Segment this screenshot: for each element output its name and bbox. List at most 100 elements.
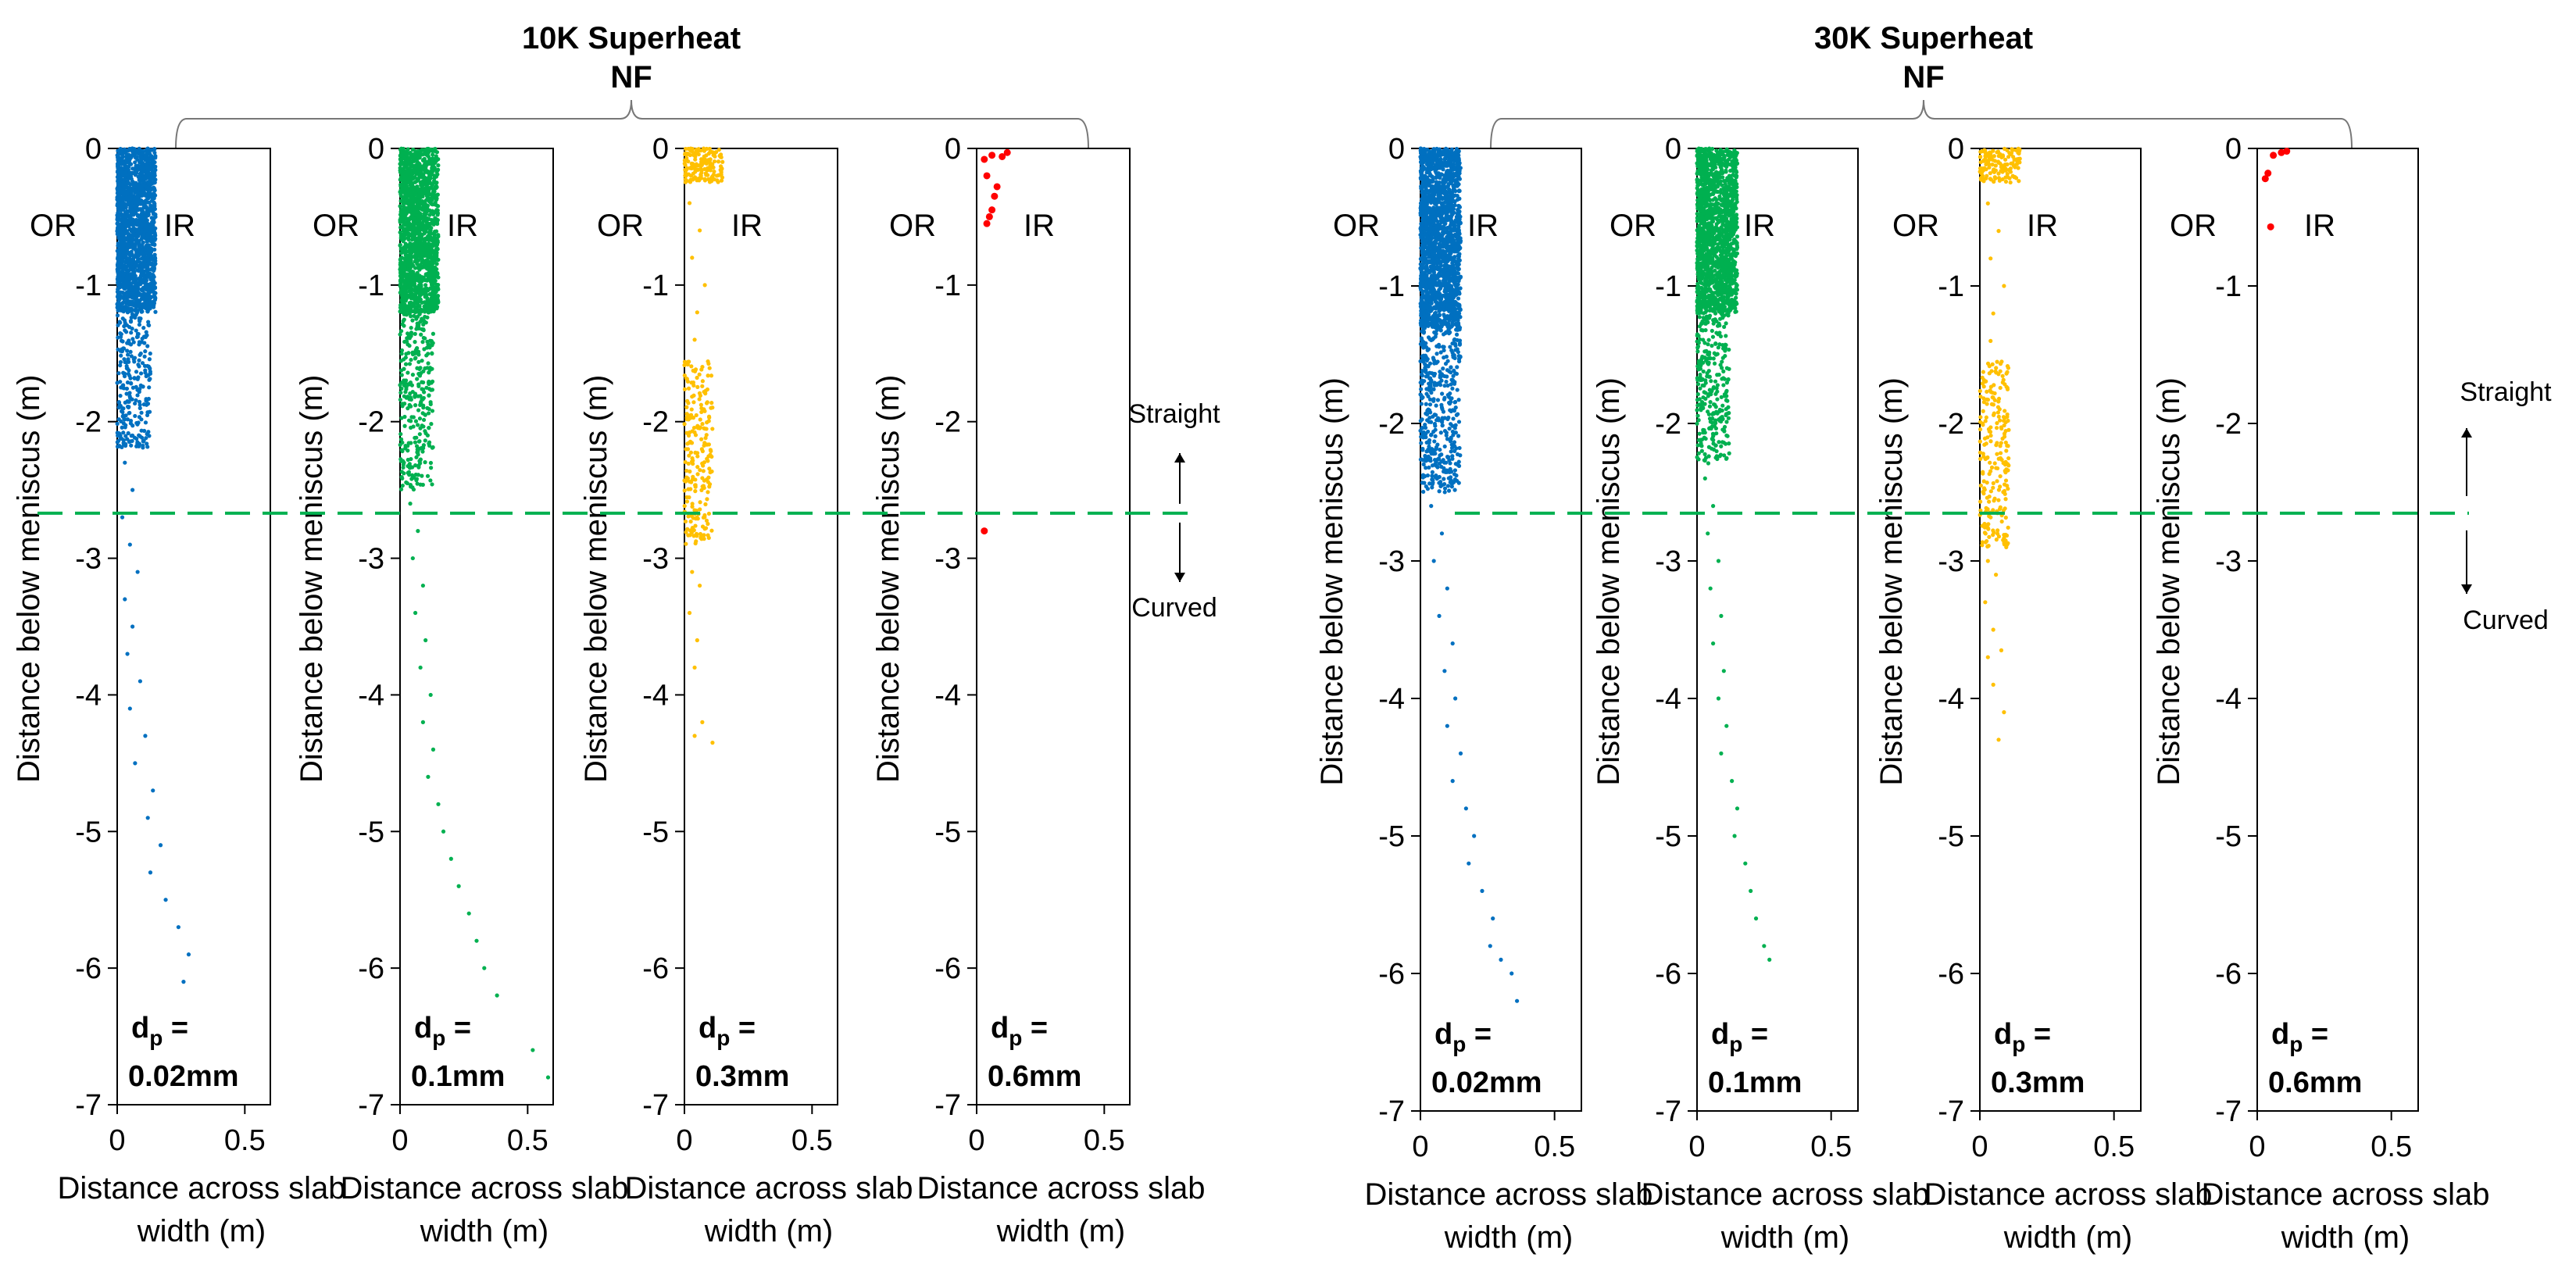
- data-point: [143, 420, 148, 425]
- data-point: [134, 398, 138, 402]
- data-point: [531, 1048, 535, 1052]
- data-point: [146, 320, 151, 324]
- y-tick-label: -2: [934, 406, 961, 439]
- data-point: [413, 180, 417, 184]
- data-point: [408, 483, 413, 488]
- data-point: [709, 179, 714, 184]
- data-point: [128, 342, 134, 347]
- data-point: [409, 191, 414, 196]
- data-point: [120, 162, 124, 166]
- data-point: [134, 234, 138, 239]
- data-point: [413, 356, 418, 361]
- data-point: [700, 448, 705, 454]
- data-point: [435, 217, 440, 223]
- brace-10k: [175, 99, 1089, 149]
- data-point: [420, 482, 425, 488]
- data-point: [151, 267, 155, 272]
- data-point: [144, 373, 148, 379]
- data-point: [689, 364, 694, 369]
- data-point: [149, 223, 154, 227]
- data-point: [416, 408, 421, 413]
- data-point: [144, 162, 148, 166]
- inner-radius-label: IR: [164, 209, 195, 243]
- data-point: [138, 305, 143, 310]
- data-point: [419, 332, 423, 337]
- data-point: [405, 184, 409, 189]
- data-point: [690, 477, 695, 482]
- data-point: [426, 361, 431, 366]
- data-point: [123, 413, 128, 418]
- data-point: [402, 323, 406, 328]
- data-point: [123, 285, 128, 290]
- data-point: [431, 331, 436, 336]
- data-point: [710, 427, 715, 431]
- data-point: [703, 436, 708, 441]
- data-point: [120, 277, 125, 281]
- data-point: [417, 416, 423, 421]
- data-point: [423, 306, 428, 311]
- data-point: [687, 201, 692, 205]
- data-point: [152, 180, 157, 185]
- data-point: [692, 665, 697, 670]
- data-point: [695, 310, 699, 315]
- data-point: [426, 162, 431, 166]
- data-point: [139, 297, 144, 302]
- data-point: [418, 282, 423, 287]
- y-tick-label: -6: [1378, 958, 1405, 991]
- data-point: [706, 511, 712, 516]
- data-point: [413, 403, 418, 408]
- data-point: [687, 610, 692, 616]
- data-point: [420, 187, 425, 191]
- data-point: [135, 168, 140, 173]
- dp-value: 0.3mm: [695, 1060, 789, 1093]
- data-point: [115, 440, 120, 445]
- data-point: [121, 406, 126, 411]
- data-point: [134, 297, 138, 302]
- data-point: [683, 459, 688, 465]
- data-point: [134, 310, 139, 315]
- data-point: [427, 266, 432, 270]
- data-point: [410, 555, 415, 561]
- data-point: [127, 439, 132, 445]
- data-point: [137, 433, 141, 438]
- x-tick-label: 0.5: [224, 1124, 266, 1157]
- data-point: [140, 243, 145, 248]
- data-point: [152, 252, 157, 257]
- y-axis-title: Distance below meniscus (m): [579, 375, 613, 783]
- data-point: [120, 200, 125, 205]
- data-point: [130, 488, 135, 492]
- plot-frame: [976, 148, 1131, 1105]
- dp-value: 0.02mm: [128, 1060, 239, 1093]
- data-point: [716, 148, 721, 152]
- data-point: [126, 252, 130, 256]
- data-point: [398, 303, 404, 308]
- data-point: [414, 241, 419, 245]
- data-point: [399, 380, 404, 385]
- data-point: [404, 395, 409, 400]
- data-point: [133, 160, 138, 165]
- data-point: [703, 502, 708, 507]
- data-point: [115, 313, 120, 318]
- data-point: [719, 172, 723, 177]
- data-point: [127, 164, 131, 170]
- outer-radius-label: OR: [597, 209, 644, 243]
- data-point: [703, 171, 708, 176]
- y-tick-label: -5: [934, 816, 961, 848]
- y-tick-label: -7: [1378, 1095, 1405, 1128]
- dp-equals: =: [1022, 1012, 1048, 1045]
- data-point: [145, 238, 150, 243]
- data-point: [399, 373, 404, 377]
- y-tick-label: -2: [1378, 408, 1405, 441]
- data-point: [130, 146, 135, 152]
- data-point: [436, 257, 441, 263]
- data-point: [433, 200, 438, 205]
- data-point: [407, 473, 412, 477]
- data-point: [431, 152, 435, 157]
- data-point: [131, 302, 137, 306]
- data-point: [428, 402, 433, 406]
- y-tick-label: 0: [1388, 133, 1405, 166]
- data-point: [135, 255, 140, 260]
- data-point: [135, 393, 140, 398]
- data-point: [129, 238, 134, 243]
- data-point: [700, 720, 705, 725]
